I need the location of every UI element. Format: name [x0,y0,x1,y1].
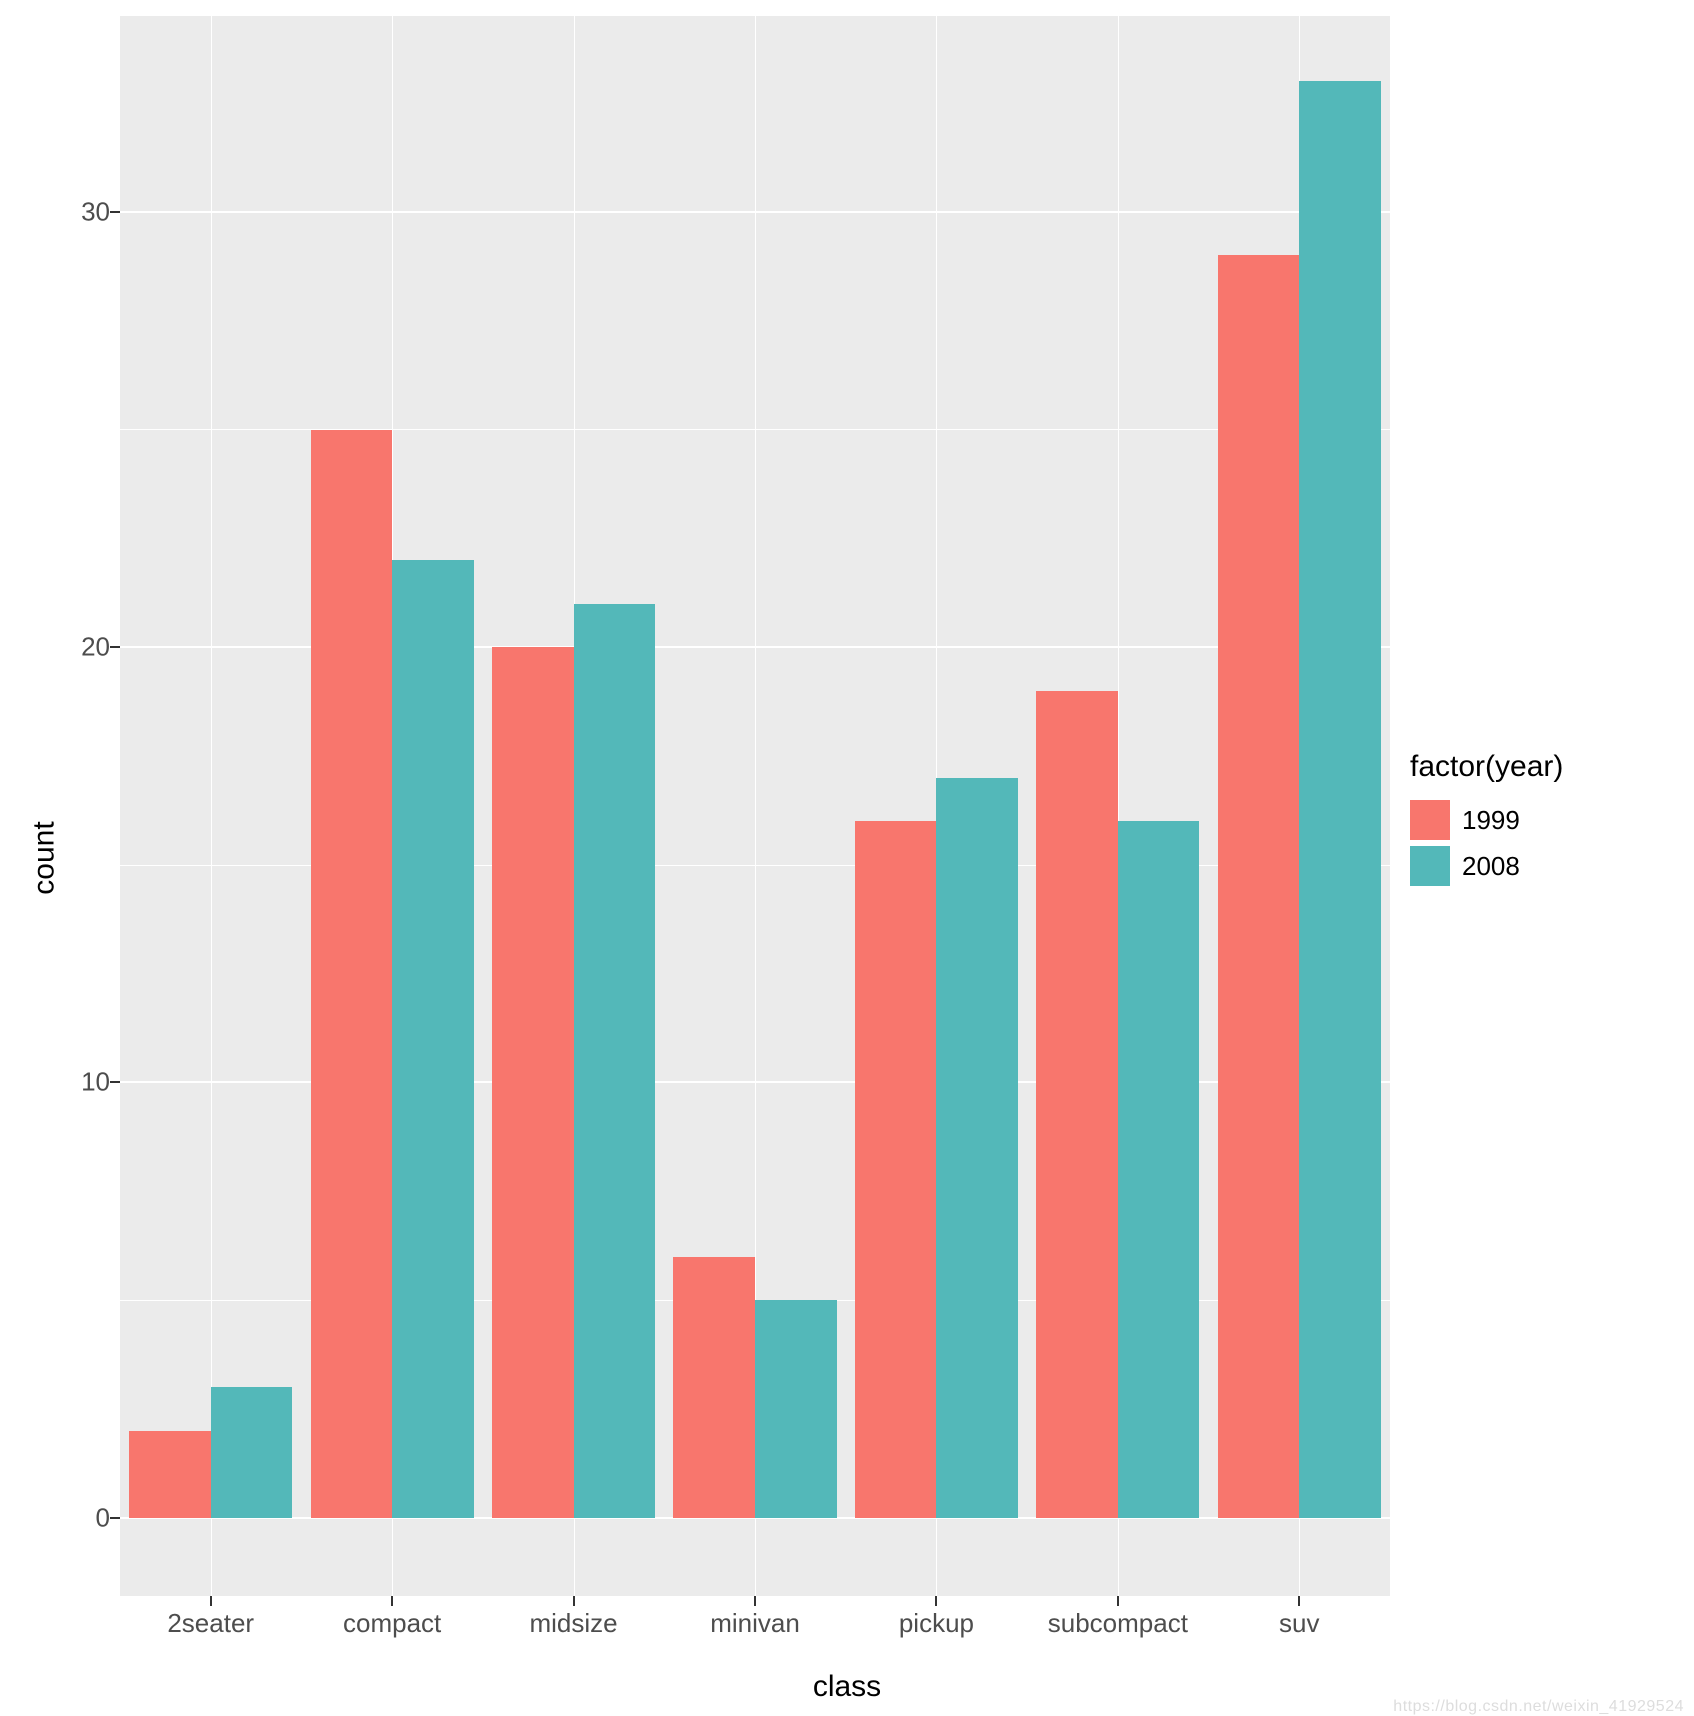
legend-key [1410,846,1450,886]
bar [1218,255,1300,1517]
y-tick-label: 20 [30,632,110,663]
bar [855,821,937,1517]
grid-line-vertical [211,16,212,1596]
y-tick-mark [110,646,120,648]
bar [492,647,574,1518]
legend-title: factor(year) [1410,750,1563,784]
bar [311,430,393,1518]
y-tick-mark [110,1081,120,1083]
legend-label: 2008 [1462,851,1520,882]
x-tick-label: compact [343,1608,441,1639]
bar [755,1300,837,1518]
legend: factor(year) 1999 2008 [1410,750,1563,892]
x-tick-mark [1298,1596,1300,1606]
bar [211,1387,293,1518]
bar [1118,821,1200,1517]
bar [1299,81,1381,1517]
bar [129,1431,211,1518]
x-tick-label: minivan [710,1608,800,1639]
x-tick-mark [935,1596,937,1606]
plot-panel [120,16,1390,1596]
x-tick-mark [210,1596,212,1606]
y-tick-mark [110,1517,120,1519]
bar [936,778,1018,1518]
x-tick-label: suv [1279,1608,1319,1639]
bar [392,560,474,1518]
y-tick-mark [110,211,120,213]
x-tick-mark [754,1596,756,1606]
y-tick-label: 0 [30,1502,110,1533]
x-tick-mark [1117,1596,1119,1606]
x-tick-label: pickup [899,1608,974,1639]
legend-swatch [1410,846,1450,886]
legend-item: 1999 [1410,800,1563,840]
y-axis-title: count [28,821,62,894]
y-tick-label: 10 [30,1067,110,1098]
x-tick-mark [391,1596,393,1606]
legend-swatch [1410,800,1450,840]
x-axis-title: class [813,1670,881,1704]
bar [1036,691,1118,1518]
bar [574,604,656,1518]
x-tick-label: midsize [529,1608,617,1639]
watermark-text: https://blog.csdn.net/weixin_41929524 [1393,1698,1684,1716]
legend-item: 2008 [1410,846,1563,886]
x-tick-mark [573,1596,575,1606]
legend-label: 1999 [1462,805,1520,836]
y-tick-label: 30 [30,196,110,227]
x-tick-label: subcompact [1048,1608,1188,1639]
x-tick-label: 2seater [167,1608,254,1639]
chart-container: count class factor(year) 1999 2008 https:… [0,0,1694,1716]
bar [673,1257,755,1518]
legend-key [1410,800,1450,840]
